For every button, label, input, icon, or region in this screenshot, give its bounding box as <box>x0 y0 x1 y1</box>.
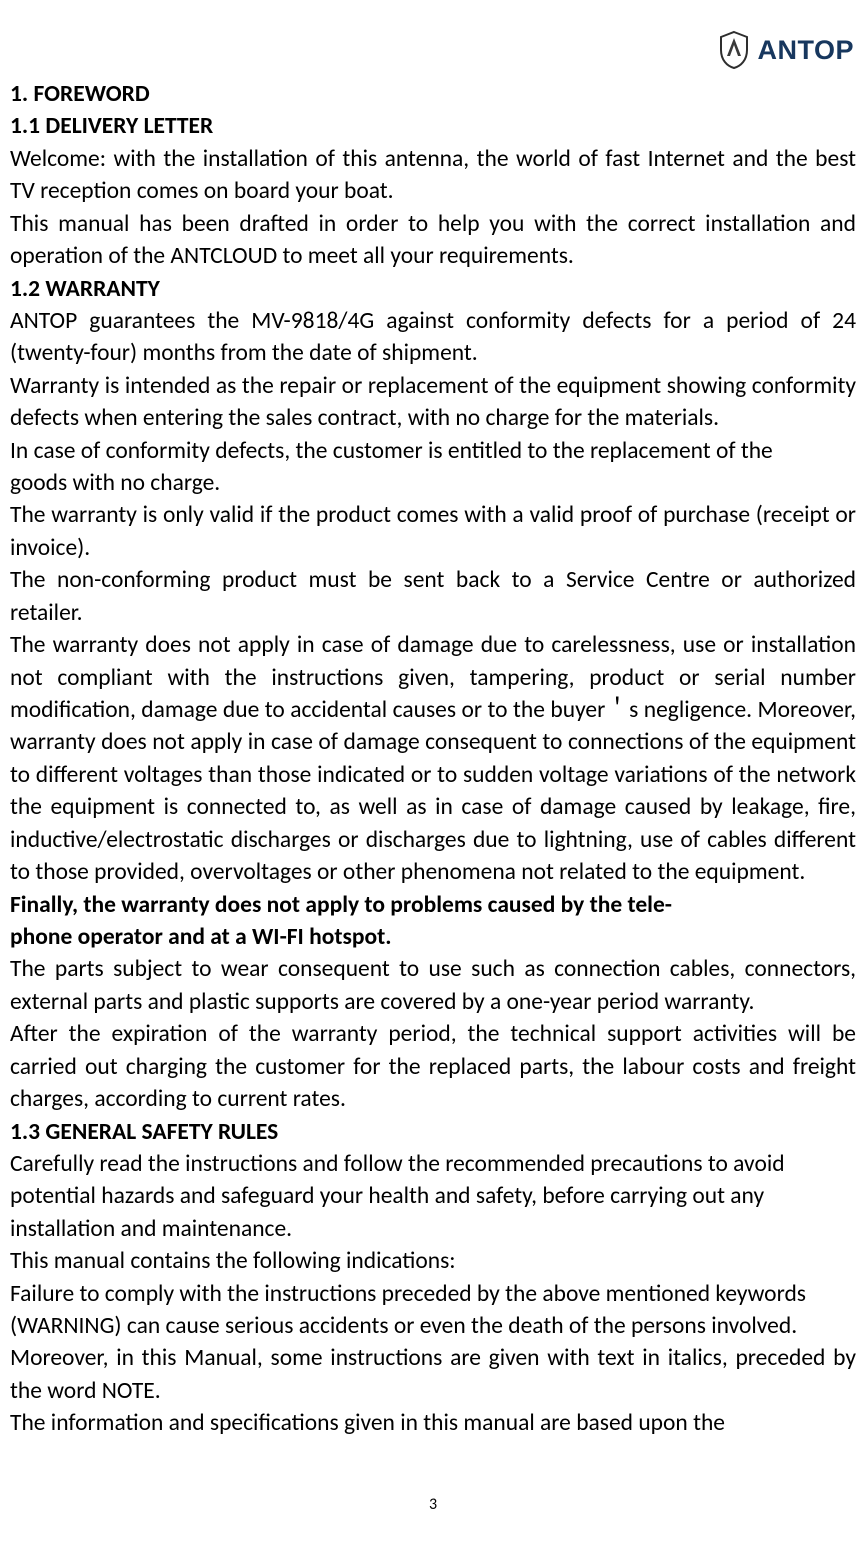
para-info-spec: The information and specifications given… <box>10 1407 856 1439</box>
heading-delivery-letter: 1.1 DELIVERY LETTER <box>10 110 856 142</box>
para-indications: This manual contains the following indic… <box>10 1245 856 1277</box>
para-wear-parts: The parts subject to wear consequent to … <box>10 953 856 1018</box>
para-replacement-b: goods with no charge. <box>10 467 856 499</box>
para-proof-purchase: The warranty is only valid if the produc… <box>10 499 856 564</box>
document-body: 1. FOREWORD 1.1 DELIVERY LETTER Welcome:… <box>10 78 856 1440</box>
para-post-warranty: After the expiration of the warranty per… <box>10 1018 856 1115</box>
para-read-instructions: Carefully read the instructions and foll… <box>10 1148 856 1245</box>
para-note: Moreover, in this Manual, some instructi… <box>10 1342 856 1407</box>
brand-header: ANTOP <box>10 30 856 70</box>
para-service-centre: The non-conforming product must be sent … <box>10 564 856 629</box>
para-warranty-period: ANTOP guarantees the MV-9818/4G against … <box>10 305 856 370</box>
para-manual-purpose: This manual has been drafted in order to… <box>10 208 856 273</box>
para-telephone-b: phone operator and at a WI-FI hotspot. <box>10 921 856 953</box>
para-warning: Failure to comply with the instructions … <box>10 1278 856 1343</box>
para-telephone-a: Finally, the warranty does not apply to … <box>10 889 856 921</box>
para-welcome: Welcome: with the installation of this a… <box>10 143 856 208</box>
heading-foreword: 1. FOREWORD <box>10 78 856 110</box>
heading-warranty: 1.2 WARRANTY <box>10 273 856 305</box>
shield-icon <box>717 30 751 70</box>
heading-safety: 1.3 GENERAL SAFETY RULES <box>10 1116 856 1148</box>
brand-name: ANTOP <box>757 35 854 66</box>
page-number: 3 <box>10 1495 856 1514</box>
para-replacement-a: In case of conformity defects, the custo… <box>10 435 856 467</box>
para-warranty-scope: Warranty is intended as the repair or re… <box>10 370 856 435</box>
para-exclusions: The warranty does not apply in case of d… <box>10 629 856 888</box>
